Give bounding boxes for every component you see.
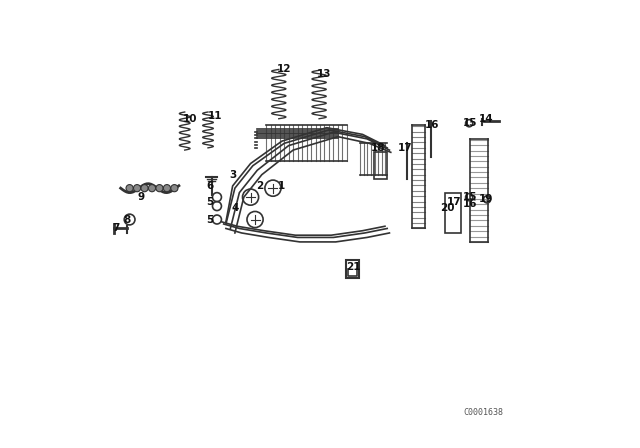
Text: 5: 5 [207, 215, 214, 224]
Text: 15: 15 [463, 192, 477, 202]
Text: 5: 5 [207, 197, 214, 207]
Text: 16: 16 [463, 199, 477, 209]
Circle shape [126, 185, 133, 192]
Text: 21: 21 [346, 262, 361, 271]
Text: 3: 3 [229, 170, 236, 180]
Text: 9: 9 [137, 192, 145, 202]
Text: 17: 17 [398, 143, 412, 153]
Text: 20: 20 [440, 203, 455, 213]
Text: 6: 6 [207, 181, 214, 191]
Bar [374, 152, 387, 179]
Circle shape [171, 185, 178, 192]
Text: 2: 2 [256, 181, 263, 191]
Circle shape [156, 185, 163, 192]
Circle shape [148, 185, 156, 192]
Text: C0001638: C0001638 [463, 408, 504, 417]
Text: 4: 4 [231, 203, 239, 213]
Circle shape [163, 185, 170, 192]
Text: 7: 7 [113, 224, 120, 233]
Text: 17: 17 [447, 197, 461, 207]
Text: 8: 8 [124, 215, 131, 224]
Text: 14: 14 [479, 114, 493, 124]
Text: 16: 16 [425, 121, 439, 130]
Text: 13: 13 [317, 69, 332, 79]
Bar [445, 193, 461, 233]
Text: 15: 15 [463, 118, 477, 128]
Text: 19: 19 [479, 194, 493, 204]
Text: 11: 11 [207, 112, 222, 121]
Bar [346, 260, 360, 278]
Circle shape [134, 185, 141, 192]
Text: 12: 12 [277, 65, 291, 74]
Text: 10: 10 [183, 114, 197, 124]
Text: 1: 1 [278, 181, 285, 191]
Text: 18: 18 [371, 143, 385, 153]
Circle shape [141, 185, 148, 192]
